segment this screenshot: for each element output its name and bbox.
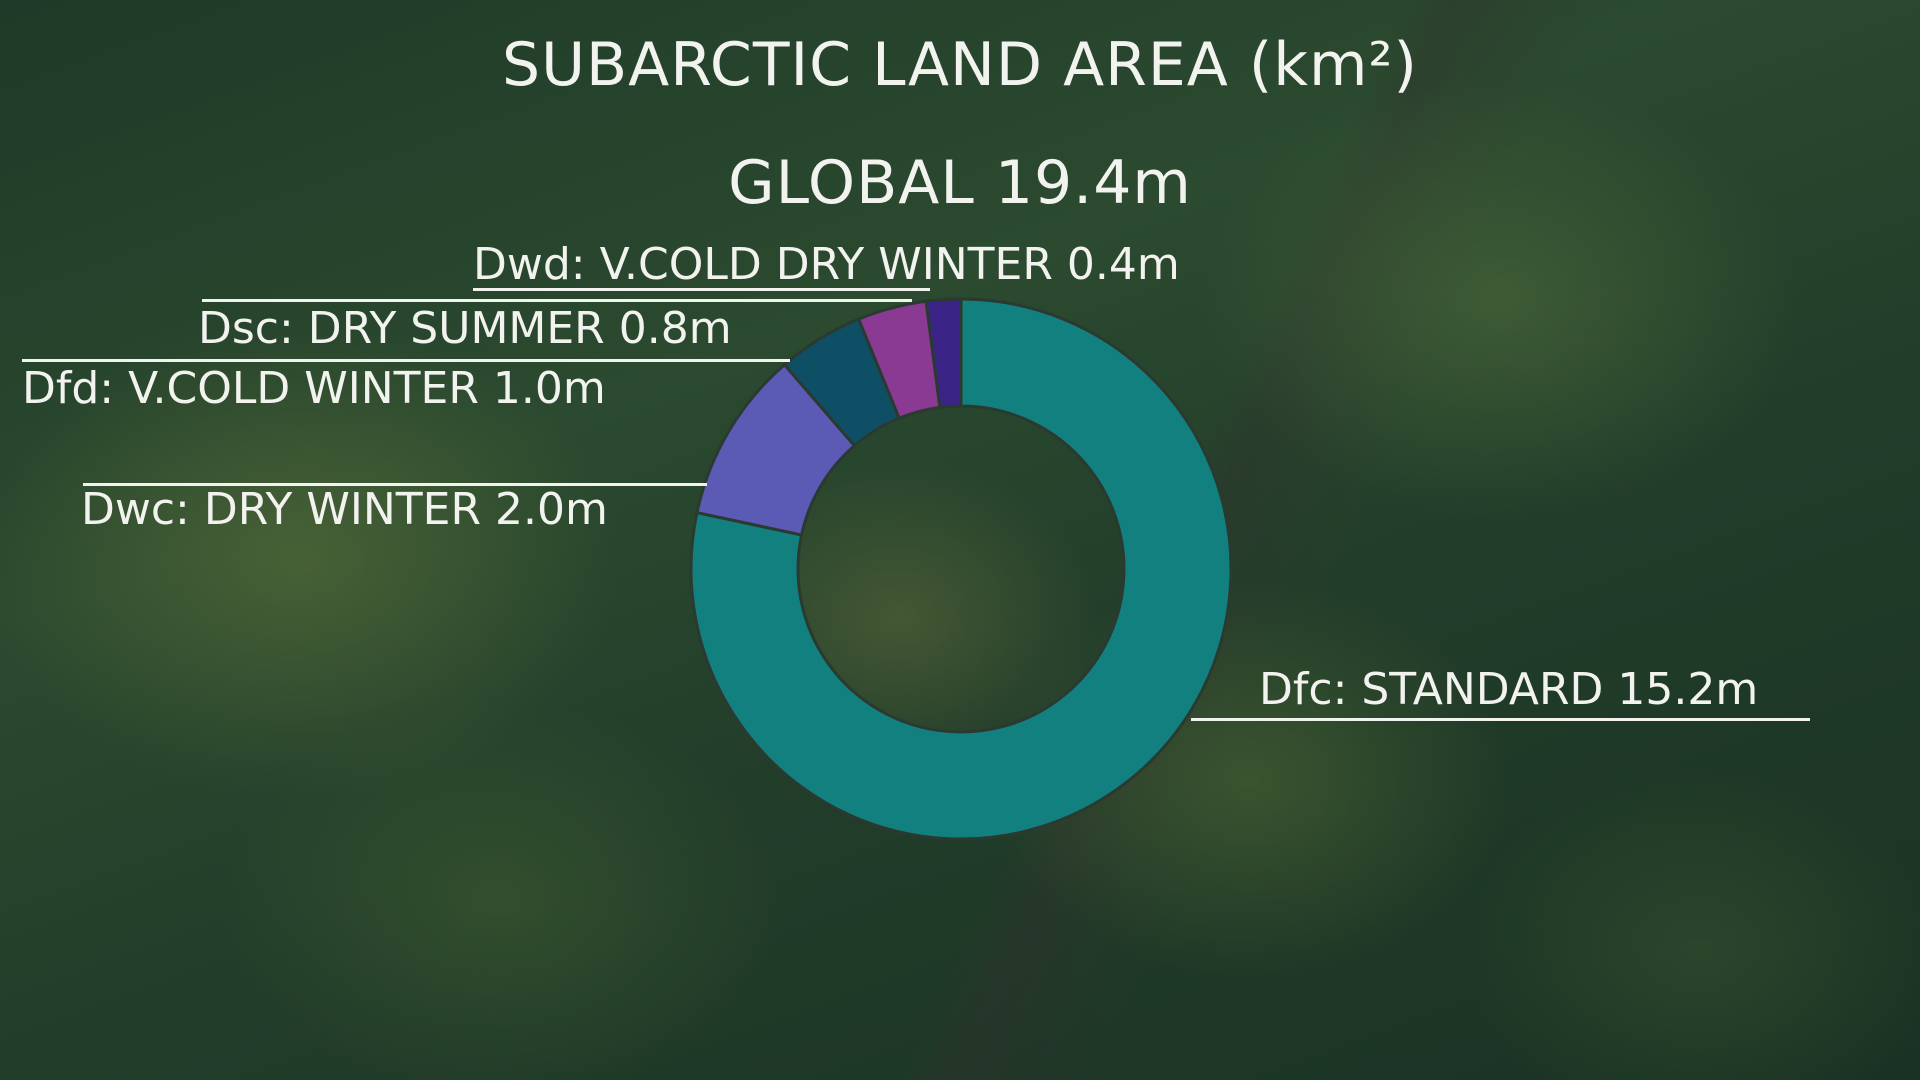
label-dwd: Dwd: V.COLD DRY WINTER 0.4m — [473, 239, 1180, 290]
donut-slice-dfc — [689, 297, 1233, 841]
donut-slice-dwd — [924, 297, 963, 410]
label-dfd: Dfd: V.COLD WINTER 1.0m — [22, 363, 606, 414]
chart-subtitle: GLOBAL 19.4m — [728, 148, 1192, 218]
label-dfc: Dfc: STANDARD 15.2m — [1259, 664, 1759, 715]
label-dsc: Dsc: DRY SUMMER 0.8m — [198, 303, 732, 354]
leader-line-dsc — [202, 299, 912, 302]
leader-line-dwd — [473, 288, 930, 291]
chart-title: SUBARCTIC LAND AREA (km²) — [502, 30, 1418, 100]
label-dwc: Dwc: DRY WINTER 2.0m — [81, 484, 608, 535]
leader-line-dwc — [83, 483, 707, 486]
leader-line-dfc — [1191, 718, 1810, 721]
leader-line-dfd — [22, 359, 790, 362]
